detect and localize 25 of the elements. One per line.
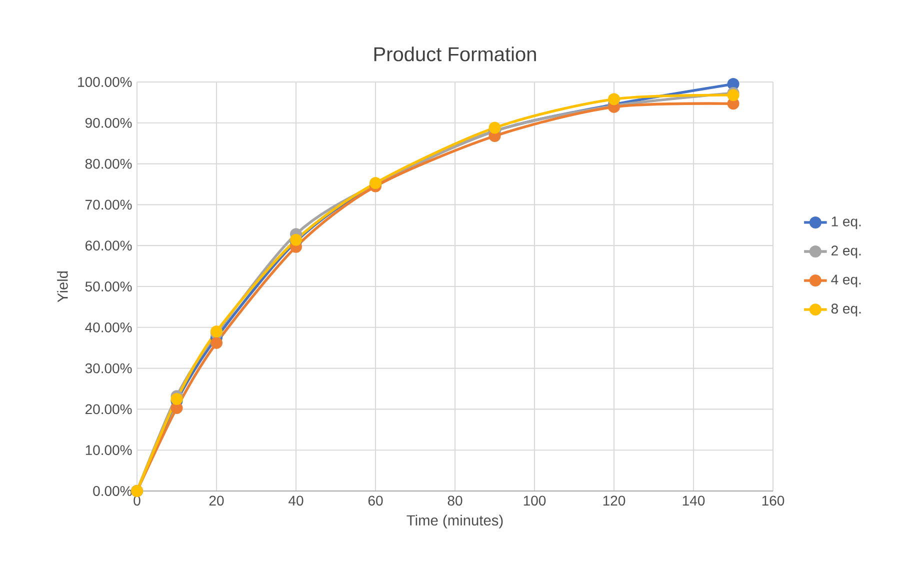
- x-tick-label: 140: [682, 496, 705, 506]
- x-tick-label: 20: [209, 496, 224, 506]
- x-tick-label: 40: [288, 496, 304, 506]
- legend-label: 8 eq.: [831, 304, 861, 316]
- x-tick-label: 120: [603, 496, 626, 506]
- chart-title: Product Formation: [374, 46, 536, 62]
- y-tick-label: 10.00%: [86, 445, 132, 456]
- x-tick-label: 60: [368, 496, 383, 506]
- legend-label: 2 eq.: [832, 246, 861, 258]
- y-tick-label: 30.00%: [85, 363, 132, 374]
- y-tick-label: 100.00%: [78, 77, 132, 87]
- legend-label: 4 eq.: [831, 274, 861, 288]
- x-tick-label: 80: [448, 496, 462, 506]
- x-axis-title: Time (minutes): [406, 514, 503, 528]
- y-tick-label: 20.00%: [86, 404, 132, 414]
- y-tick-label: 90.00%: [85, 118, 132, 128]
- y-tick-label: 40.00%: [85, 322, 132, 332]
- y-tick-label: 70.00%: [86, 200, 132, 210]
- x-tick-label: 100: [524, 496, 546, 506]
- y-tick-label: 80.00%: [85, 158, 132, 169]
- legend-label: 1 eq.: [832, 216, 861, 230]
- y-axis-title: Yield: [57, 271, 68, 302]
- y-tick-label: 50.00%: [85, 282, 132, 292]
- x-tick-label: 160: [762, 496, 784, 506]
- y-tick-label: 60.00%: [86, 240, 132, 251]
